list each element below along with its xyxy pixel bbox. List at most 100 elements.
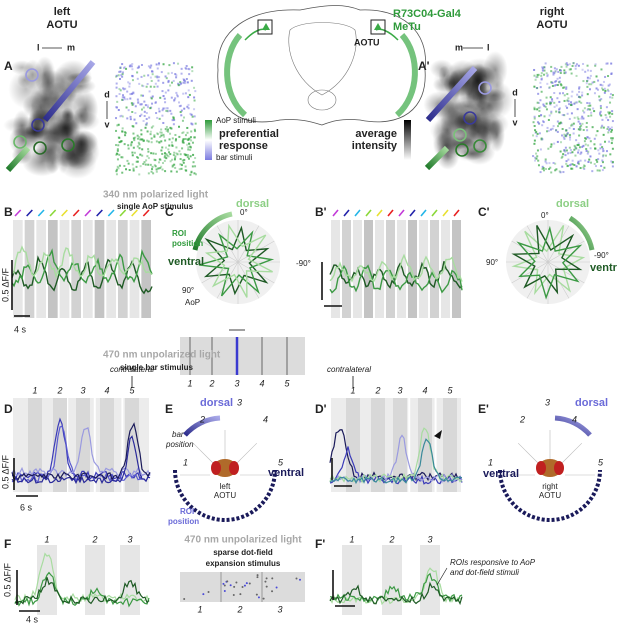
response-pixel: [543, 73, 546, 76]
response-pixel: [135, 122, 138, 125]
aop-tick: [442, 209, 449, 217]
label: 5: [129, 385, 135, 395]
response-pixel: [194, 90, 197, 93]
response-pixel: [600, 68, 603, 71]
medulla-right: [394, 32, 418, 118]
response-pixel: [532, 134, 535, 137]
response-pixel: [147, 150, 150, 153]
response-pixel: [599, 147, 602, 150]
response-pixel: [560, 84, 563, 87]
response-pixel: [165, 125, 168, 128]
response-pixel: [152, 172, 155, 175]
response-pixel: [190, 122, 193, 125]
response-pixel: [186, 131, 189, 134]
response-pixel: [579, 129, 582, 132]
response-pixel: [144, 163, 147, 166]
response-pixel: [569, 138, 572, 141]
response-pixel: [174, 155, 177, 158]
intensity-blob: [433, 64, 470, 101]
response-pixel: [569, 103, 572, 106]
response-pixel: [187, 103, 190, 106]
response-pixel: [193, 96, 196, 99]
label: 3: [397, 385, 402, 395]
response-pixel: [599, 110, 602, 113]
response-pixel: [156, 116, 159, 119]
response-pixel: [602, 155, 605, 158]
response-pixel: [564, 150, 567, 153]
response-pixel: [600, 98, 603, 101]
label: position: [168, 517, 199, 526]
response-pixel: [560, 65, 563, 68]
response-pixel: [115, 173, 118, 176]
response-pixel: [565, 160, 568, 163]
stimulus-band: [452, 220, 461, 318]
response-pixel: [154, 165, 157, 168]
response-pixel: [587, 115, 590, 118]
response-pixel: [536, 101, 539, 104]
response-pixel: [607, 75, 610, 78]
response-pixel: [533, 124, 536, 127]
response-pixel: [603, 166, 606, 169]
label: dorsal: [556, 198, 589, 210]
response-pixel: [116, 149, 119, 152]
response-pixel: [169, 126, 172, 129]
response-pixel: [563, 99, 566, 102]
response-pixel: [562, 92, 565, 95]
response-pixel: [165, 153, 168, 156]
response-pixel: [600, 126, 603, 129]
response-pixel: [176, 95, 179, 98]
response-pixel: [599, 143, 602, 146]
label: ROI: [172, 229, 186, 238]
response-pixel: [561, 134, 564, 137]
fly-eye: [536, 461, 546, 475]
response-pixel: [140, 129, 143, 132]
response-pixel: [124, 131, 127, 134]
response-pixel: [585, 121, 588, 124]
response-pixel: [189, 112, 192, 115]
stimulus-band: [346, 398, 360, 492]
response-pixel: [161, 146, 164, 149]
response-pixel: [121, 156, 124, 159]
response-pixel: [129, 97, 132, 100]
response-pixel: [126, 159, 129, 162]
medulla-left: [224, 32, 248, 118]
response-pixel: [550, 81, 553, 84]
response-pixel: [163, 107, 166, 110]
response-pixel: [559, 150, 562, 153]
response-pixel: [150, 79, 153, 82]
response-pixel: [559, 71, 562, 74]
response-pixel: [558, 107, 561, 110]
response-pixel: [130, 102, 133, 105]
response-pixel: [611, 120, 614, 123]
response-pixel: [147, 163, 150, 166]
stimulus-band: [443, 398, 457, 492]
aop-tick: [96, 209, 103, 217]
position-ray: [517, 442, 540, 465]
response-pixel: [137, 141, 140, 144]
response-pixel: [131, 63, 134, 66]
response-pixel: [142, 162, 145, 165]
response-pixel: [157, 79, 160, 82]
intensity-blob: [52, 149, 87, 168]
aotu-box-right: [370, 19, 386, 35]
response-pixel: [141, 84, 144, 87]
note-line: [436, 567, 448, 586]
response-pixel: [182, 78, 185, 81]
response-pixel: [575, 147, 578, 150]
response-pixel: [184, 137, 187, 140]
response-pixel: [156, 133, 159, 136]
response-pixel: [167, 79, 170, 82]
label: AOTU: [214, 491, 236, 500]
response-pixel: [585, 147, 588, 150]
response-pixel: [186, 81, 189, 84]
response-pixel: [586, 136, 589, 139]
response-pixel: [125, 67, 128, 70]
response-pixel: [130, 92, 133, 95]
response-pixel: [117, 123, 120, 126]
response-pixel: [579, 127, 582, 130]
response-pixel: [544, 167, 547, 170]
response-pixel: [180, 114, 183, 117]
roi-ring: [453, 128, 467, 142]
response-pixel: [569, 151, 572, 154]
